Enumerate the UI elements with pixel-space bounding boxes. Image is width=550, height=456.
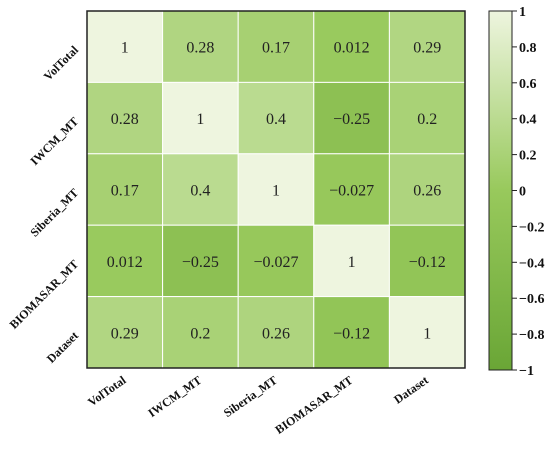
x-tick-label: BIOMASAR_MT — [272, 373, 355, 437]
cell-value-label: 0.17 — [262, 40, 290, 57]
heatmap-border — [86, 10, 466, 369]
colorbar: 1 0.8 0.6 0.4 0.2 0 −0.2 −0.4 −0.6 −0.8 −1 — [488, 5, 544, 379]
x-tick-label: Siberia_MT — [221, 373, 280, 420]
y-tick-label: IWCM_MT — [27, 114, 81, 168]
cell-value-label: 0.29 — [111, 325, 139, 342]
colorbar-tick-label: 0.4 — [519, 113, 537, 128]
x-tick-label: IWCM_MT — [145, 373, 204, 420]
heatmap-cell — [86, 10, 164, 83]
cell-value-label: 1 — [423, 325, 431, 342]
heatmap-cell — [313, 10, 390, 83]
cell-value-label: 0.2 — [417, 111, 437, 128]
cell-value-label: 0.17 — [111, 183, 139, 200]
y-tick-label: VolTotal — [41, 42, 82, 83]
cell-value-label: 1 — [121, 40, 129, 57]
x-tick-label: Dataset — [391, 373, 431, 407]
heatmap-cell — [237, 296, 315, 369]
y-tick-label: Dataset — [44, 329, 81, 366]
y-tick-label: BIOMASAR_MT — [7, 257, 81, 331]
cell-value-label: −0.027 — [253, 254, 298, 271]
colorbar-tick-label: −1 — [519, 364, 534, 379]
cell-value-label: 0.4 — [190, 183, 210, 200]
cell-value-label: 0.26 — [413, 183, 441, 200]
heatmap-cell — [86, 296, 164, 369]
heatmap-cell — [388, 81, 466, 155]
heatmap-cell — [162, 10, 239, 83]
heatmap-cells: 1 0.28 0.17 0.012 0.29 0.28 1 0.4 −0.25 0.2 0.17 0.… — [86, 10, 466, 369]
colorbar-tick-label: 0.8 — [519, 41, 537, 56]
heatmap-cell — [86, 81, 164, 155]
heatmap-cell — [162, 224, 239, 298]
cell-value-label: 0.2 — [190, 325, 210, 342]
cell-value-label: −0.25 — [182, 254, 219, 271]
cell-value-label: 0.28 — [111, 111, 139, 128]
y-tick-label: Siberia_MT — [27, 186, 81, 240]
colorbar-tick-label: −0.8 — [519, 328, 544, 343]
cell-value-label: 1 — [272, 183, 280, 200]
cell-value-label: 0.012 — [334, 40, 370, 57]
heatmap-cell — [388, 224, 466, 298]
heatmap-cell — [313, 224, 390, 298]
heatmap-cell — [388, 296, 466, 369]
colorbar-tick-label: 1 — [519, 5, 526, 20]
y-axis-tick-labels: VolTotal IWCM_MT Siberia_MT BIOMASAR_MTData… — [7, 42, 82, 365]
heatmap-cell — [237, 81, 315, 155]
colorbar-tick-label: −0.4 — [519, 256, 544, 271]
cell-value-label: −0.25 — [333, 111, 370, 128]
colorbar-tick-label: 0.6 — [519, 77, 537, 92]
colorbar-tick-label: 0 — [519, 185, 526, 200]
cell-value-label: 0.012 — [107, 254, 143, 271]
heatmap-cell — [162, 296, 239, 369]
heatmap-cell — [313, 153, 390, 226]
heatmap-cell — [237, 224, 315, 298]
cell-value-label: −0.12 — [333, 325, 370, 342]
cell-value-label: 0.4 — [266, 111, 286, 128]
heatmap-cell — [237, 153, 315, 226]
heatmap-frame — [86, 10, 466, 369]
colorbar-tick-label: −0.6 — [519, 292, 544, 307]
cell-value-label: −0.027 — [329, 183, 374, 200]
colorbar-tick-label: 0.2 — [519, 149, 537, 164]
cell-value-label: 1 — [196, 111, 204, 128]
heatmap-cell — [388, 10, 466, 83]
cell-value-label: 0.28 — [186, 40, 214, 57]
cell-value-label: 0.26 — [262, 325, 290, 342]
cell-value-label: 0.29 — [413, 40, 441, 57]
colorbar-tick-label: −0.2 — [519, 220, 544, 235]
cell-value-label: −0.12 — [409, 254, 446, 271]
x-tick-label: VolTotal — [85, 373, 129, 410]
heatmap-cell — [162, 153, 239, 226]
cell-value-label: 1 — [348, 254, 356, 271]
colorbar-bar — [488, 10, 513, 371]
